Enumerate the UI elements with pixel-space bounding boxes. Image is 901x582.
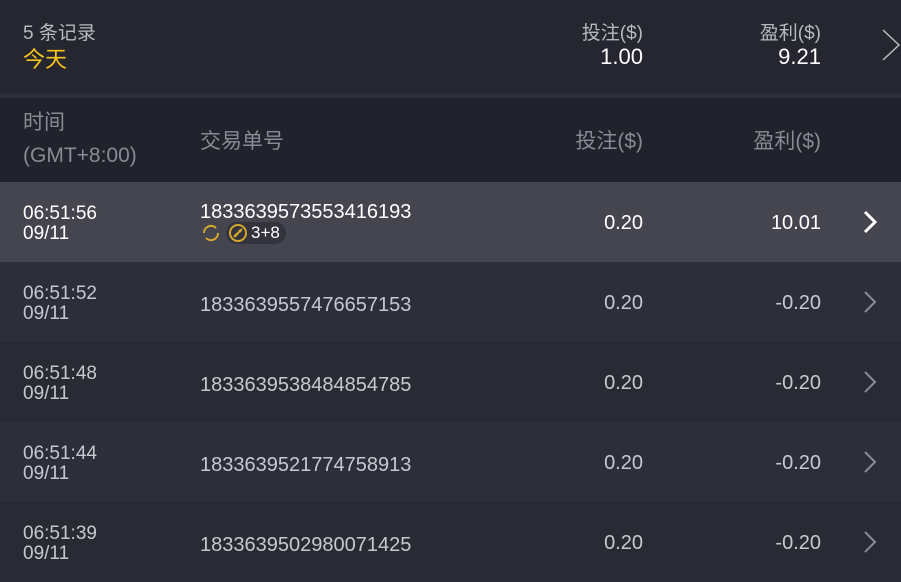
chevron-right-icon[interactable] [863, 210, 877, 234]
row-profit: -0.20 [775, 292, 821, 314]
row-date: 09/11 [23, 383, 70, 404]
bonus-icon [229, 224, 247, 242]
total-profit-value: 9.21 [778, 44, 821, 69]
row-date: 09/11 [23, 543, 70, 564]
row-transaction-id: 1833639573553416193 [200, 201, 412, 223]
row-time: 06:51:56 09/11 [23, 204, 97, 244]
bonus-pill: 3+8 [226, 222, 286, 244]
row-transaction-id: 1833639521774758913 [200, 454, 412, 476]
chevron-right-icon[interactable] [863, 370, 877, 394]
divider [0, 93, 901, 98]
table-row[interactable]: 06:51:56 09/11 1833639573553416193 3+8 0.… [0, 182, 901, 262]
total-bet-label: 投注($) [581, 23, 643, 44]
refresh-icon [202, 224, 220, 242]
row-date: 09/11 [23, 223, 70, 244]
summary-header[interactable]: 5 条记录 今天 投注($) 1.00 盈利($) 9.21 [0, 0, 901, 93]
row-date: 09/11 [23, 463, 70, 484]
row-time-value: 06:51:52 [23, 283, 97, 304]
total-profit-label: 盈利($) [759, 23, 821, 44]
row-time-value: 06:51:48 [23, 363, 97, 384]
row-transaction-id: 1833639538484854785 [200, 374, 412, 396]
chevron-right-icon[interactable] [881, 28, 901, 62]
row-transaction-id: 1833639502980071425 [200, 534, 412, 556]
row-time-value: 06:51:39 [23, 523, 97, 544]
row-time-value: 06:51:56 [23, 203, 97, 224]
table-row[interactable]: 06:51:52 09/11 1833639557476657153 0.20 -… [0, 262, 901, 342]
bonus-tags: 3+8 [200, 222, 286, 244]
table-row[interactable]: 06:51:48 09/11 1833639538484854785 0.20 -… [0, 342, 901, 422]
row-time: 06:51:44 09/11 [23, 444, 97, 484]
row-bet: 0.20 [604, 452, 643, 474]
table-row[interactable]: 06:51:44 09/11 1833639521774758913 0.20 -… [0, 422, 901, 502]
row-transaction-id: 1833639557476657153 [200, 294, 412, 316]
col-time: 时间 [23, 111, 65, 134]
period-label: 今天 [23, 47, 68, 72]
row-bet: 0.20 [604, 372, 643, 394]
total-bet-value: 1.00 [600, 44, 643, 69]
col-bet: 投注($) [575, 130, 643, 153]
row-profit: 10.01 [770, 212, 821, 234]
row-date: 09/11 [23, 303, 70, 324]
column-header: 时间 (GMT+8:00) 交易单号 投注($) 盈利($) [0, 98, 901, 182]
row-profit: -0.20 [775, 452, 821, 474]
chevron-right-icon[interactable] [863, 530, 877, 554]
chevron-right-icon[interactable] [863, 290, 877, 314]
row-time: 06:51:48 09/11 [23, 364, 97, 404]
col-profit: 盈利($) [753, 130, 821, 153]
row-time: 06:51:39 09/11 [23, 524, 97, 564]
chevron-right-icon[interactable] [863, 450, 877, 474]
col-id: 交易单号 [200, 130, 284, 153]
table-row[interactable]: 06:51:39 09/11 1833639502980071425 0.20 -… [0, 502, 901, 582]
row-bet: 0.20 [604, 292, 643, 314]
record-count: 5 条记录 [23, 23, 96, 44]
row-profit: -0.20 [775, 372, 821, 394]
col-time-zone: (GMT+8:00) [23, 144, 137, 167]
row-bet: 0.20 [604, 212, 643, 234]
total-bet: 投注($) 1.00 [582, 18, 643, 69]
total-profit: 盈利($) 9.21 [760, 18, 821, 69]
row-profit: -0.20 [775, 532, 821, 554]
row-bet: 0.20 [604, 532, 643, 554]
row-time-value: 06:51:44 [23, 443, 97, 464]
row-time: 06:51:52 09/11 [23, 284, 97, 324]
bonus-count: 3+8 [251, 223, 280, 242]
